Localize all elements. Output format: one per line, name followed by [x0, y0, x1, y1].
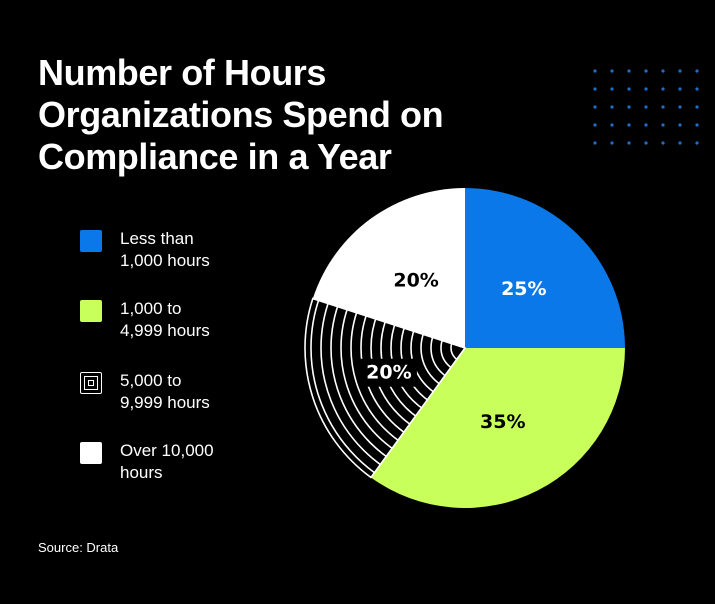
- decorative-dot: [695, 123, 699, 127]
- pattern-arc: [440, 323, 465, 373]
- pattern-arc: [400, 298, 465, 413]
- decorative-dot: [593, 123, 597, 127]
- chart-title-line-3: Compliance in a Year: [38, 136, 392, 177]
- decorative-dot: [695, 141, 699, 145]
- chart-title-line-1: Number of Hours: [38, 52, 327, 93]
- pattern-arc: [330, 298, 465, 478]
- pie-chart: 25% 35% 20% 20%: [304, 188, 625, 508]
- decorative-dot: [644, 123, 648, 127]
- legend-label-line: 9,999 hours: [120, 393, 210, 412]
- source-note: Source: Drata: [38, 540, 119, 555]
- decorative-dot: [695, 105, 699, 109]
- decorative-dot: [695, 87, 699, 91]
- pattern-arc: [320, 298, 465, 478]
- pattern-arc: [420, 303, 465, 393]
- decorative-dot: [627, 141, 631, 145]
- pattern-arc: [310, 298, 465, 478]
- legend-label-line: 1,000 to: [120, 299, 182, 318]
- legend-label: 5,000 to 9,999 hours: [120, 370, 270, 414]
- legend-label: 1,000 to 4,999 hours: [120, 298, 270, 342]
- slice-label-background: [360, 358, 417, 387]
- decorative-dot: [644, 87, 648, 91]
- slice-outline: [304, 297, 467, 479]
- legend-label-line: 1,000 hours: [120, 251, 210, 270]
- white-square-icon: [80, 442, 102, 464]
- decorative-dot: [678, 69, 682, 73]
- legend-item-1000-to-4999: 1,000 to 4,999 hours: [80, 298, 280, 348]
- decorative-dot: [661, 87, 665, 91]
- chart-title-line-2: Organizations Spend on: [38, 94, 444, 135]
- legend-item-5000-to-9999: 5,000 to 9,999 hours: [80, 370, 280, 420]
- pattern-arc: [450, 333, 465, 363]
- slice-value-label: 20%: [393, 270, 438, 292]
- pattern-arc: [380, 298, 465, 433]
- slice-value-label: 35%: [480, 411, 525, 433]
- pattern-arc: [350, 298, 465, 463]
- decorative-dot: [610, 141, 614, 145]
- pie-slice: [465, 188, 625, 348]
- pie-slice: [312, 188, 465, 348]
- concentric-pattern-square-icon: [80, 372, 102, 394]
- decorative-dot: [610, 105, 614, 109]
- legend-label: Over 10,000 hours: [120, 440, 270, 484]
- legend-label-line: Less than: [120, 229, 194, 248]
- decorative-dot: [661, 105, 665, 109]
- slice-pattern: [310, 298, 465, 478]
- slice-value-label: 20%: [366, 362, 411, 384]
- decorative-dot: [644, 105, 648, 109]
- decorative-dot: [644, 69, 648, 73]
- legend-label: Less than 1,000 hours: [120, 228, 270, 272]
- legend-label-line: hours: [120, 463, 163, 482]
- decorative-dot: [678, 87, 682, 91]
- decorative-dot: [661, 141, 665, 145]
- chart-title: Number of Hours Organizations Spend on C…: [38, 52, 508, 178]
- legend-label-line: 5,000 to: [120, 371, 182, 390]
- pattern-arc: [360, 298, 465, 453]
- pattern-arc: [390, 298, 465, 423]
- pattern-arc: [430, 313, 465, 383]
- pie-slice: [370, 348, 625, 508]
- decorative-dot: [610, 87, 614, 91]
- decorative-dot: [610, 123, 614, 127]
- decorative-dot: [661, 123, 665, 127]
- decorative-dot: [678, 141, 682, 145]
- pie-slice: [305, 298, 465, 478]
- decorative-dot: [593, 105, 597, 109]
- decorative-dot-grid-icon: [593, 69, 699, 145]
- pattern-arc: [410, 298, 465, 403]
- pattern-arc: [370, 298, 465, 443]
- decorative-dot: [627, 105, 631, 109]
- decorative-dot: [661, 69, 665, 73]
- legend-label-line: Over 10,000: [120, 441, 214, 460]
- legend-label-line: 4,999 hours: [120, 321, 210, 340]
- blue-square-icon: [80, 230, 102, 252]
- legend-item-over-10000: Over 10,000 hours: [80, 440, 280, 490]
- decorative-dot: [593, 69, 597, 73]
- decorative-dot: [627, 87, 631, 91]
- slice-value-label: 25%: [501, 278, 546, 300]
- decorative-dot: [695, 69, 699, 73]
- decorative-dot: [593, 141, 597, 145]
- decorative-dot: [678, 105, 682, 109]
- pattern-arc: [340, 298, 465, 473]
- decorative-dot: [593, 87, 597, 91]
- decorative-dot: [627, 123, 631, 127]
- decorative-dot: [610, 69, 614, 73]
- decorative-dot: [678, 123, 682, 127]
- lime-square-icon: [80, 300, 102, 322]
- decorative-dot: [644, 141, 648, 145]
- legend-item-less-than-1000: Less than 1,000 hours: [80, 228, 280, 278]
- decorative-dot: [627, 69, 631, 73]
